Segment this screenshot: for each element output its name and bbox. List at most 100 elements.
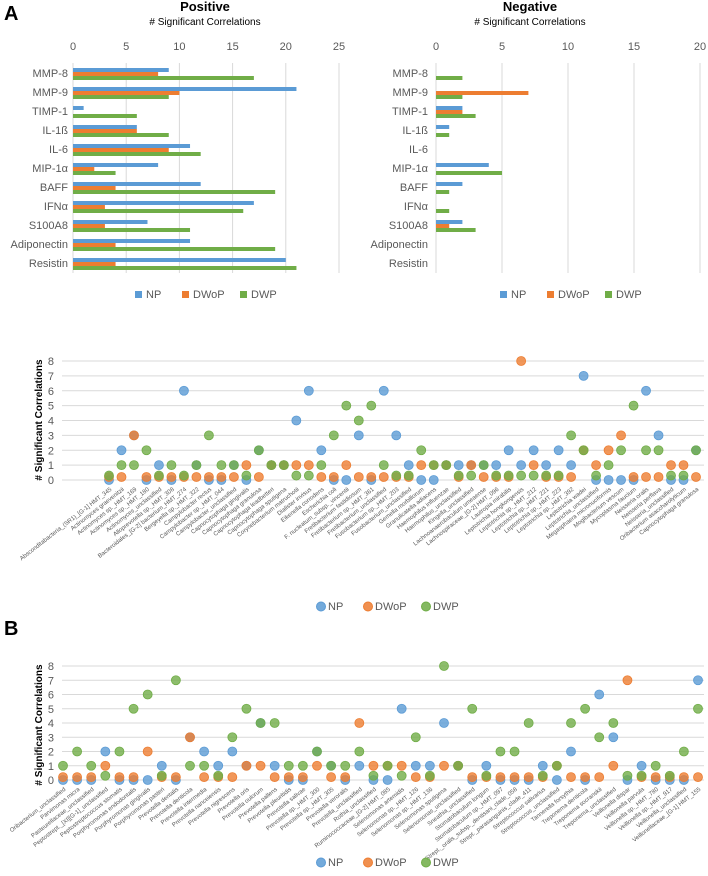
point-dwop (628, 472, 639, 482)
x-tick-label: 0 (70, 41, 76, 53)
point-dwop (666, 460, 676, 471)
category-label: IL-1ß (402, 125, 428, 137)
legend-label-dwp: DWP (251, 289, 277, 301)
point-dwop (368, 760, 379, 771)
point-dwop (241, 760, 252, 771)
point-dwp (326, 760, 337, 771)
point-dwp (410, 732, 421, 743)
point-dwop (416, 460, 427, 471)
point-dwop (693, 772, 703, 783)
point-np (566, 460, 577, 471)
point-np (428, 475, 439, 485)
y-tick-label: 4 (48, 416, 54, 428)
point-dwop (253, 472, 264, 482)
point-dwop (269, 772, 280, 783)
point-dwp (650, 760, 661, 771)
point-dwp (608, 718, 619, 728)
point-dwp (428, 460, 439, 471)
legend-swatch-dwp (605, 291, 612, 298)
point-dwp (283, 760, 294, 771)
point-dwp (382, 760, 393, 771)
legend-label-dwp: DWP (433, 601, 459, 613)
bar-dwop (73, 243, 116, 247)
point-dwp (312, 746, 322, 757)
point-dwop (566, 772, 576, 783)
point-dwop (353, 472, 364, 482)
y-tick-label: 0 (48, 775, 54, 787)
category-label: BAFF (400, 182, 428, 194)
point-dwp (58, 760, 68, 771)
point-dwop (100, 760, 111, 771)
point-dwp (216, 460, 227, 471)
x-tick-label: 15 (226, 41, 238, 53)
point-dwp (495, 746, 506, 757)
point-dwp (340, 760, 351, 771)
bar-dwop (73, 167, 95, 171)
legend-label-np: NP (146, 289, 161, 301)
legend-label-dwp: DWP (433, 857, 459, 869)
bar-dwp (73, 95, 169, 99)
point-dwp (128, 703, 139, 714)
bar-dwop (73, 224, 105, 228)
point-dwp (154, 470, 164, 481)
bar-dwp (73, 76, 254, 80)
point-dwp (481, 770, 492, 781)
legend-label-dwop: DWoP (375, 601, 407, 613)
y-tick-label: 0 (48, 475, 54, 487)
point-np (608, 732, 619, 743)
point-dwp (354, 746, 365, 757)
point-np (481, 760, 492, 771)
bar-np (73, 182, 201, 186)
point-np (354, 760, 365, 771)
bar-dwop (73, 129, 137, 133)
bar-np (436, 182, 463, 186)
point-dwp (594, 732, 605, 743)
point-dwp (622, 770, 633, 781)
point-dwp (213, 770, 224, 781)
point-dwp (104, 470, 114, 481)
point-dwop (478, 472, 489, 482)
point-dwop (340, 772, 351, 783)
bar-dwp (436, 114, 476, 118)
bar-np (73, 258, 286, 262)
bar-np (436, 125, 450, 129)
point-np (424, 760, 435, 771)
point-dwop (653, 472, 664, 482)
category-label: IL-1ß (42, 125, 68, 137)
category-label: S100A8 (29, 220, 68, 232)
legend-marker-dwp (421, 857, 431, 868)
point-dwp (255, 718, 266, 728)
point-np (100, 746, 111, 757)
bar-np (73, 163, 159, 167)
point-dwp (129, 460, 139, 471)
legend-marker-dwop (363, 857, 373, 868)
x-tick-label: 25 (333, 41, 345, 53)
category-label: TIMP-1 (32, 106, 68, 118)
y-tick-label: 7 (48, 675, 54, 687)
point-dwop (641, 472, 651, 482)
point-dwp (278, 460, 289, 471)
point-dwp (204, 430, 214, 441)
point-dwp (653, 445, 664, 456)
point-dwop (691, 472, 701, 482)
x-tick-label: 5 (123, 41, 129, 53)
category-label: IL-6 (49, 144, 68, 156)
category-label: IFNα (44, 201, 69, 213)
point-dwop (523, 772, 534, 783)
bar-np (436, 220, 463, 224)
point-dwp (491, 470, 502, 481)
point-dwop (678, 772, 689, 783)
point-dwp (403, 470, 414, 481)
point-np (142, 775, 153, 785)
point-dwp (269, 718, 280, 728)
point-dwp (509, 746, 520, 757)
point-dwop (283, 772, 294, 783)
point-dwp (516, 470, 527, 481)
point-dwop (354, 718, 365, 728)
category-label: Resistin (29, 258, 68, 270)
point-np (616, 475, 626, 485)
bar-dwop (73, 186, 116, 190)
bar-dwop (73, 148, 169, 152)
bar-dwp (436, 228, 476, 232)
